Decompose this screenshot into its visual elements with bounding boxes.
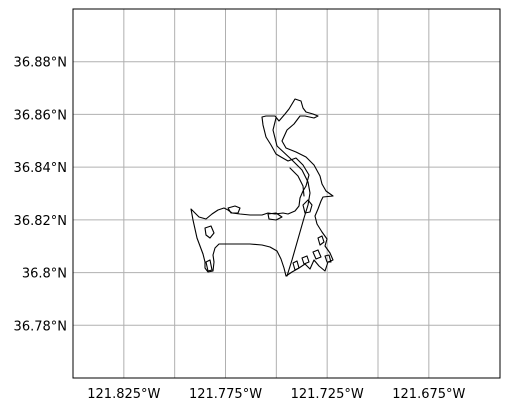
latitude-tick-label: 36.88°N [14,56,67,71]
coastline-main [190,98,334,277]
coastline-island [227,205,241,214]
coastline-channel [272,117,311,277]
coastline-island [312,249,322,260]
longitude-tick-label: 121.775°W [189,387,262,402]
latitude-labels: 36.78°N 36.8°N 36.82°N 36.84°N 36.86°N 36.88°… [14,56,67,335]
gridlines [73,9,500,378]
latitude-tick-label: 36.8°N [22,267,67,282]
longitude-labels: 121.825°W 121.775°W 121.725°W 121.675°W [87,387,465,402]
coastline-channel-inner [289,167,305,197]
coastline-island [301,255,310,265]
coastline [190,98,334,277]
coastline-island [302,199,313,214]
map-frame [72,8,501,379]
latitude-tick-label: 36.82°N [14,214,67,229]
coastline-island [317,235,325,246]
coastline-island [205,259,213,272]
longitude-tick-label: 121.725°W [291,387,364,402]
latitude-tick-label: 36.86°N [14,108,67,123]
coastline-island [267,212,283,221]
longitude-tick-label: 121.825°W [87,387,160,402]
coastline-island [324,254,332,263]
longitude-tick-label: 121.675°W [392,387,465,402]
latitude-tick-label: 36.84°N [14,161,67,176]
coastline-island [204,225,215,239]
coastline-island [292,260,300,271]
latitude-tick-label: 36.78°N [14,319,67,334]
